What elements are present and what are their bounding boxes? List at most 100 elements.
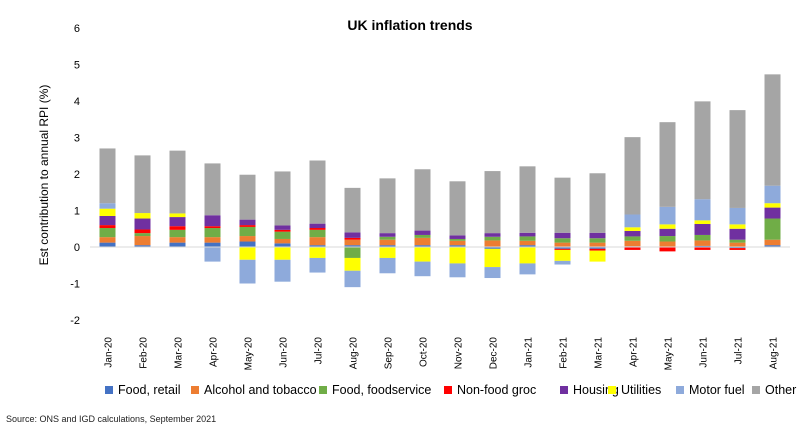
bar-segment	[554, 260, 571, 265]
bar-segment	[274, 225, 291, 230]
bar-segment	[379, 239, 396, 246]
bar-segment	[554, 177, 571, 233]
bar-segment	[729, 224, 746, 229]
y-tick-label: 3	[74, 133, 80, 145]
bar-segment	[624, 214, 641, 228]
bar-segment	[589, 232, 606, 239]
bar-segment	[204, 228, 221, 238]
bar-segment	[344, 187, 361, 233]
bar-segment	[99, 208, 116, 216]
bar-segment	[659, 236, 676, 242]
bar-segment	[274, 238, 291, 244]
x-tick-label: Mar-21	[594, 337, 605, 369]
legend-swatch	[608, 386, 616, 394]
bar-segment	[764, 203, 781, 208]
bar-segment	[519, 232, 536, 237]
bar-segment	[519, 236, 536, 241]
bar-segment	[344, 232, 361, 238]
legend-label: Motor fuel	[689, 383, 745, 397]
bar-segment	[344, 257, 361, 271]
y-tick-label: 5	[74, 60, 80, 72]
y-tick-label: 1	[74, 206, 80, 218]
bar-segment	[274, 231, 291, 239]
bar-segment	[134, 233, 151, 237]
bar-segment	[764, 245, 781, 247]
bar-segment	[274, 243, 291, 247]
bar-segment	[624, 227, 641, 231]
bar-segment	[764, 74, 781, 186]
bar-segment	[764, 207, 781, 219]
bar-segment	[169, 150, 186, 214]
bar-segment	[729, 239, 746, 243]
bar-segment	[204, 237, 221, 243]
bar-segment	[204, 247, 221, 262]
legend: Food, retail Alcohol and tobacco Food, foo…	[0, 383, 800, 399]
bar-segment	[239, 219, 256, 226]
bar-segment	[519, 245, 536, 247]
bar-segment	[239, 259, 256, 284]
y-tick-label: 4	[74, 96, 80, 108]
bar-segment	[764, 185, 781, 204]
bar-segment	[134, 213, 151, 219]
bar-segment	[694, 240, 711, 246]
bar-segment	[659, 224, 676, 229]
bar-segment	[729, 248, 746, 250]
bar-segment	[449, 245, 466, 247]
legend-item: Motor fuel	[676, 383, 745, 397]
legend-label: Food, foodservice	[332, 383, 432, 397]
bar-segment	[694, 245, 711, 247]
x-tick-label: May-20	[244, 337, 255, 371]
bar-segment	[449, 247, 466, 264]
bar-segment	[99, 148, 116, 204]
bar-segment	[309, 223, 326, 229]
bar-segment	[274, 171, 291, 226]
bar-segment	[589, 173, 606, 233]
bar-segment	[239, 236, 256, 242]
bar-segment	[729, 228, 746, 240]
bar-segment	[414, 169, 431, 231]
legend-label: Alcohol and tobacco	[204, 383, 317, 397]
legend-item: Housing	[560, 383, 619, 397]
legend-label: Housing	[573, 383, 619, 397]
bar-segment	[204, 242, 221, 247]
bar-segment	[344, 239, 361, 246]
bar-plot-area	[99, 74, 781, 288]
bar-segment	[519, 166, 536, 233]
y-tick-label: -1	[70, 279, 80, 291]
bar-segment	[694, 101, 711, 200]
legend-swatch	[444, 386, 452, 394]
y-axis-label: Est contribution to annual RPI (%)	[37, 85, 51, 266]
bar-segment	[729, 110, 746, 208]
bar-segment	[554, 249, 571, 261]
legend-item: Utilities	[608, 383, 661, 397]
bar-segment	[414, 237, 431, 246]
bar-segment	[414, 247, 431, 262]
bar-segment	[694, 247, 711, 250]
bar-segment	[134, 218, 151, 230]
bar-segment	[729, 207, 746, 225]
bar-segment	[449, 238, 466, 241]
bar-segment	[169, 242, 186, 247]
bar-segment	[169, 226, 186, 230]
bar-segment	[449, 181, 466, 236]
bar-segment	[344, 245, 361, 247]
x-tick-label: Jul-20	[314, 337, 325, 365]
y-axis-ticks: -2 -1 0 1 2 3 4 5 6	[70, 23, 80, 327]
y-tick-label: 2	[74, 169, 80, 181]
bar-segment	[764, 239, 781, 246]
legend-item: Non-food groc	[444, 383, 536, 397]
legend-swatch	[191, 386, 199, 394]
legend-swatch	[319, 386, 327, 394]
bar-segment	[554, 238, 571, 243]
bar-segment	[414, 261, 431, 277]
bar-segment	[239, 247, 256, 260]
bar-segment	[554, 248, 571, 250]
x-tick-label: Nov-20	[454, 337, 465, 370]
x-axis-ticks: Jan-20 Feb-20 Mar-20 Apr-20 May-20 Jun-20 Jul-…	[104, 337, 780, 371]
bar-segment	[484, 248, 501, 268]
x-tick-label: Oct-20	[419, 337, 430, 367]
bar-segment	[99, 215, 116, 226]
x-tick-label: Feb-21	[559, 337, 570, 369]
bar-segment	[274, 259, 291, 282]
